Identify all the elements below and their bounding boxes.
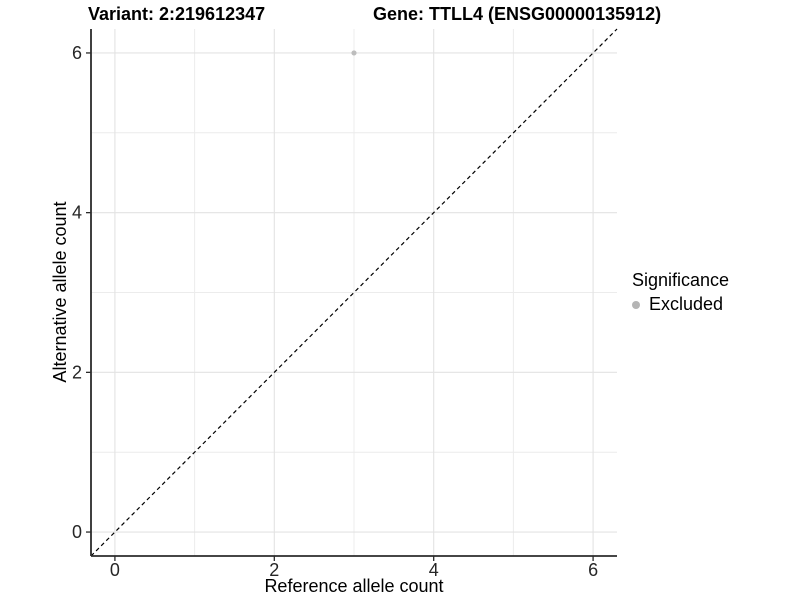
- x-tick-label: 6: [588, 560, 598, 580]
- legend-title: Significance: [632, 270, 730, 290]
- x-axis-title: Reference allele count: [264, 576, 444, 596]
- data-point: [351, 50, 357, 56]
- y-tick-label: 0: [72, 522, 82, 542]
- y-tick-label: 2: [72, 362, 82, 382]
- x-tick-label: 4: [429, 560, 439, 580]
- x-tick-label: 0: [110, 560, 120, 580]
- y-tick-label: 4: [72, 203, 82, 223]
- plot-title-variant: Variant: 2:219612347: [88, 4, 266, 24]
- legend: Significance Excluded: [632, 270, 729, 315]
- plot-title-gene: Gene: TTLL4 (ENSG00000135912): [373, 4, 662, 24]
- y-tick-label: 6: [72, 43, 82, 63]
- x-tick-label: 2: [269, 560, 279, 580]
- legend-entry-label: Excluded: [649, 294, 724, 314]
- legend-entry-excluded: Excluded: [632, 294, 729, 315]
- legend-key-dot-icon: [632, 300, 640, 309]
- identity-line: [90, 28, 618, 557]
- y-axis-title: Alternative allele count: [50, 201, 70, 383]
